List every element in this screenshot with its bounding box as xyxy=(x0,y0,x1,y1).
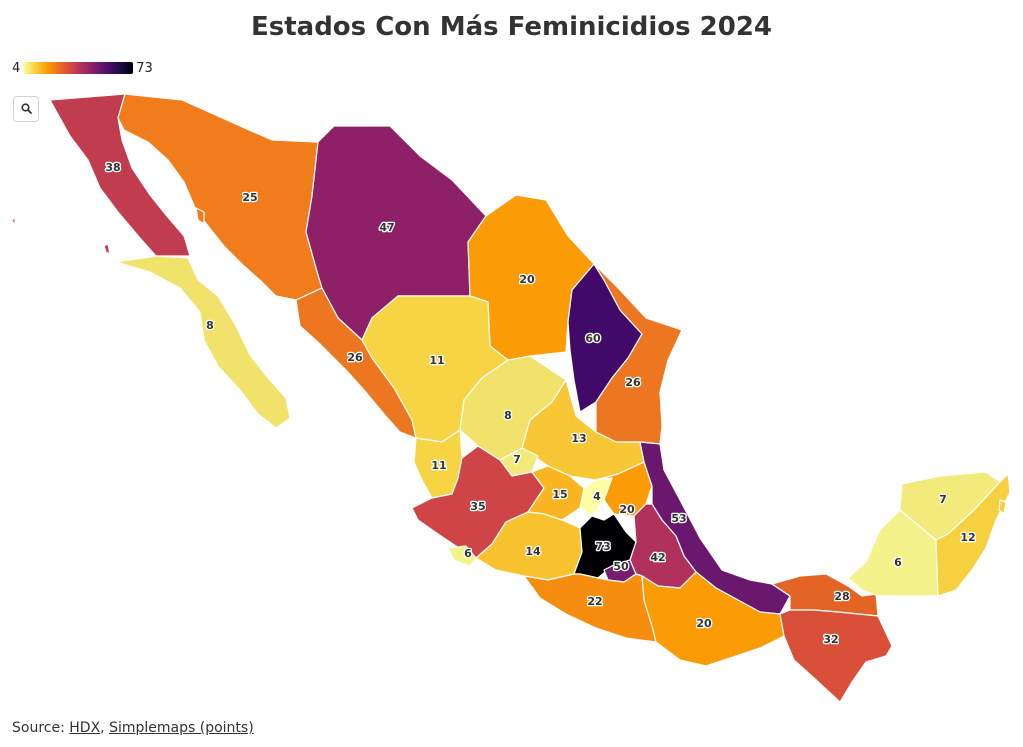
label-nuevo-leon: 60 xyxy=(585,332,601,345)
source-link-simplemaps[interactable]: Simplemaps (points) xyxy=(109,720,254,736)
label-sonora: 25 xyxy=(242,191,257,204)
label-puebla: 42 xyxy=(650,551,665,564)
label-coahuila: 20 xyxy=(519,273,535,286)
label-hidalgo: 20 xyxy=(619,503,635,516)
label-guanajuato: 15 xyxy=(552,488,567,501)
state-guerrero[interactable] xyxy=(523,573,657,643)
legend-min-label: 4 xyxy=(12,60,21,76)
label-quintana-roo: 12 xyxy=(960,531,975,544)
state-colima[interactable] xyxy=(447,545,477,567)
label-veracruz: 53 xyxy=(671,512,686,525)
value-labels: 38 8 25 47 20 60 26 26 11 8 13 11 7 35 1… xyxy=(104,160,977,648)
label-oaxaca: 20 xyxy=(696,617,712,630)
legend-max-label: 73 xyxy=(136,60,153,76)
label-estado-de-mexico: 73 xyxy=(595,540,610,553)
color-legend: 4 73 xyxy=(12,59,153,77)
label-tamaulipas: 26 xyxy=(625,376,641,389)
source-note: Source: HDX, Simplemaps (points) xyxy=(12,720,254,736)
label-tabasco: 28 xyxy=(834,590,849,603)
state-chiapas[interactable] xyxy=(779,609,893,703)
island-guadalupe xyxy=(11,217,16,227)
label-campeche: 6 xyxy=(894,556,902,569)
island-tiburon xyxy=(195,207,205,225)
label-yucatan: 7 xyxy=(939,493,947,506)
label-sinaloa: 26 xyxy=(347,351,363,364)
label-queretaro: 4 xyxy=(593,490,601,503)
label-zacatecas: 8 xyxy=(504,409,512,422)
label-morelos: 50 xyxy=(613,560,629,573)
label-michoacan: 14 xyxy=(525,545,541,558)
label-san-luis-potosi: 13 xyxy=(571,432,586,445)
zoom-button[interactable] xyxy=(13,96,39,122)
label-guerrero: 22 xyxy=(587,595,602,608)
source-link-hdx[interactable]: HDX xyxy=(69,720,101,736)
label-chihuahua: 47 xyxy=(379,221,394,234)
state-baja-california-sur[interactable] xyxy=(115,255,291,429)
source-separator: , xyxy=(100,720,110,736)
label-baja-california: 38 xyxy=(105,161,120,174)
state-baja-california[interactable] xyxy=(49,93,191,257)
source-prefix: Source: xyxy=(12,720,70,736)
map-title: Estados Con Más Feminicidios 2024 xyxy=(250,12,773,42)
state-sonora[interactable] xyxy=(117,93,323,301)
island-cozumel xyxy=(998,499,1007,515)
label-durango: 11 xyxy=(429,354,444,367)
label-jalisco: 35 xyxy=(470,500,485,513)
state-guanajuato[interactable] xyxy=(527,465,585,521)
label-baja-california-sur: 8 xyxy=(206,319,214,332)
legend-gradient-bar xyxy=(23,62,134,74)
label-chiapas: 32 xyxy=(823,633,838,646)
label-aguascalientes: 7 xyxy=(513,453,521,466)
label-colima: 6 xyxy=(464,547,472,560)
island-cedros xyxy=(103,243,111,255)
label-nayarit: 11 xyxy=(431,459,446,472)
search-icon xyxy=(21,103,32,114)
